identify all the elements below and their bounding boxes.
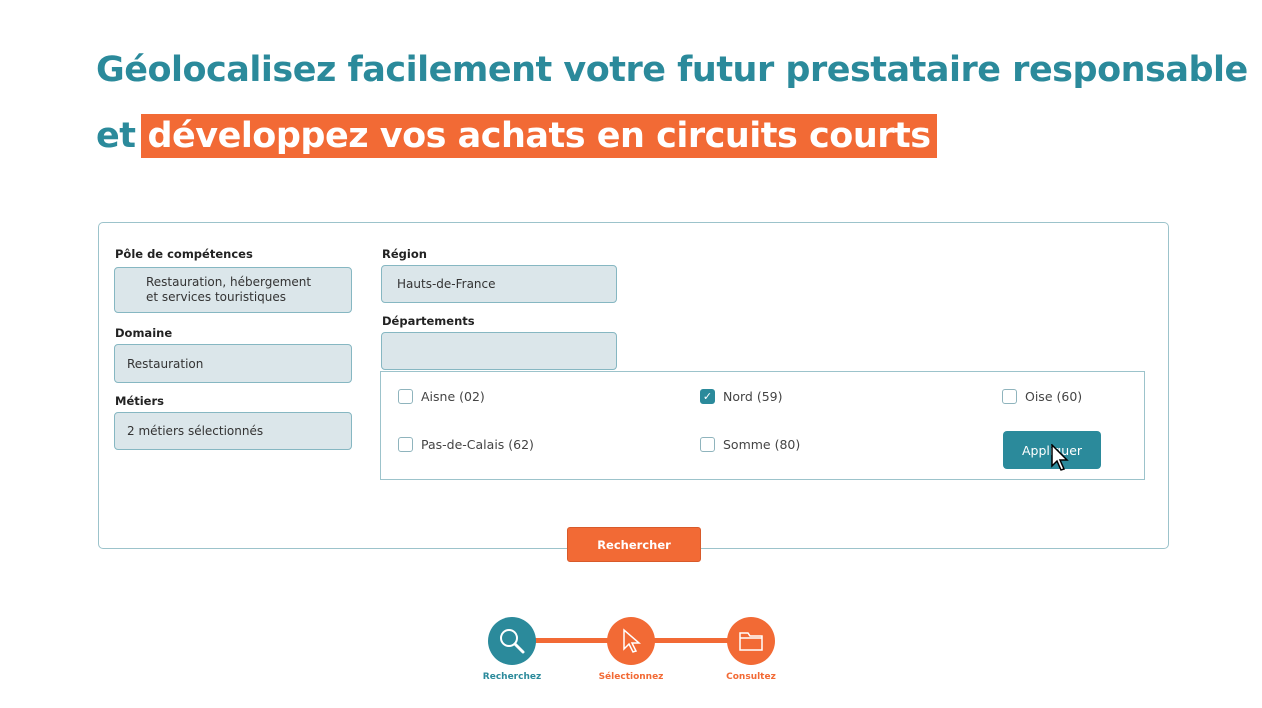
option-label: Aisne (02)	[421, 389, 485, 404]
domaine-label: Domaine	[115, 326, 173, 340]
metiers-select[interactable]: 2 métiers sélectionnés	[114, 412, 352, 450]
option-pas-de-calais[interactable]: Pas-de-Calais (62)	[398, 437, 534, 452]
pole-value-line2: et services touristiques	[146, 290, 287, 304]
pole-select[interactable]: Restauration, hébergement et services to…	[114, 267, 352, 313]
domaine-select[interactable]: Restauration	[114, 344, 352, 383]
headline-prefix: et	[96, 116, 136, 156]
step-selectionnez	[607, 617, 655, 665]
cursor-icon	[623, 628, 642, 653]
option-somme[interactable]: Somme (80)	[700, 437, 800, 452]
pole-label: Pôle de compétences	[115, 247, 253, 261]
checkbox[interactable]	[398, 389, 413, 404]
headline-highlight: développez vos achats en circuits courts	[141, 114, 937, 158]
step-recherchez	[488, 617, 536, 665]
step-label: Recherchez	[482, 672, 542, 682]
headline-line1: Géolocalisez facilement votre futur pres…	[96, 50, 1248, 90]
departements-label: Départements	[382, 314, 475, 328]
checkbox[interactable]	[398, 437, 413, 452]
pole-value-line1: Restauration, hébergement	[146, 275, 312, 289]
option-label: Somme (80)	[723, 437, 801, 452]
magnifier-icon	[500, 629, 525, 654]
step-label: Sélectionnez	[598, 672, 664, 682]
folder-icon	[739, 632, 763, 651]
mouse-cursor-icon	[1051, 444, 1069, 471]
checkbox[interactable]	[700, 437, 715, 452]
checkbox[interactable]	[1002, 389, 1017, 404]
option-label: Pas-de-Calais (62)	[421, 437, 534, 452]
option-aisne[interactable]: Aisne (02)	[398, 389, 485, 404]
metiers-label: Métiers	[115, 394, 164, 408]
departements-select[interactable]	[381, 332, 617, 370]
option-label: Oise (60)	[1025, 389, 1083, 404]
option-nord[interactable]: ✓ Nord (59)	[700, 389, 783, 404]
headline-line2: et développez vos achats en circuits cour…	[96, 114, 937, 158]
option-oise[interactable]: Oise (60)	[1002, 389, 1082, 404]
region-select[interactable]: Hauts-de-France	[381, 265, 617, 303]
option-label: Nord (59)	[723, 389, 783, 404]
checkbox-checked[interactable]: ✓	[700, 389, 715, 404]
step-consultez	[727, 617, 775, 665]
region-label: Région	[382, 247, 427, 261]
search-button[interactable]: Rechercher	[567, 527, 701, 562]
step-label: Consultez	[726, 672, 776, 682]
